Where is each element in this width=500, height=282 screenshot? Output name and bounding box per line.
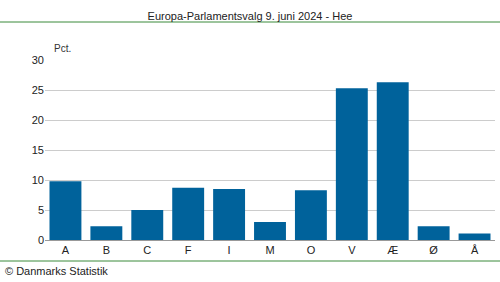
svg-text:O: O [307,244,316,256]
svg-text:15: 15 [32,144,44,156]
svg-text:25: 25 [32,84,44,96]
svg-text:5: 5 [38,204,44,216]
svg-text:0: 0 [38,234,44,246]
svg-text:C: C [143,244,151,256]
svg-text:30: 30 [32,54,44,66]
svg-text:B: B [103,244,110,256]
svg-text:I: I [228,244,231,256]
svg-text:M: M [265,244,274,256]
svg-text:20: 20 [32,114,44,126]
svg-text:V: V [348,244,356,256]
svg-text:Æ: Æ [387,244,398,256]
svg-text:F: F [185,244,192,256]
svg-text:© Danmarks Statistik: © Danmarks Statistik [5,265,108,277]
svg-text:Europa-Parlamentsvalg 9. juni: Europa-Parlamentsvalg 9. juni 2024 - Hee [148,10,353,22]
svg-text:10: 10 [32,174,44,186]
svg-text:Å: Å [471,244,479,256]
svg-text:A: A [62,244,70,256]
svg-text:Ø: Ø [429,244,438,256]
svg-text:Pct.: Pct. [54,43,71,54]
